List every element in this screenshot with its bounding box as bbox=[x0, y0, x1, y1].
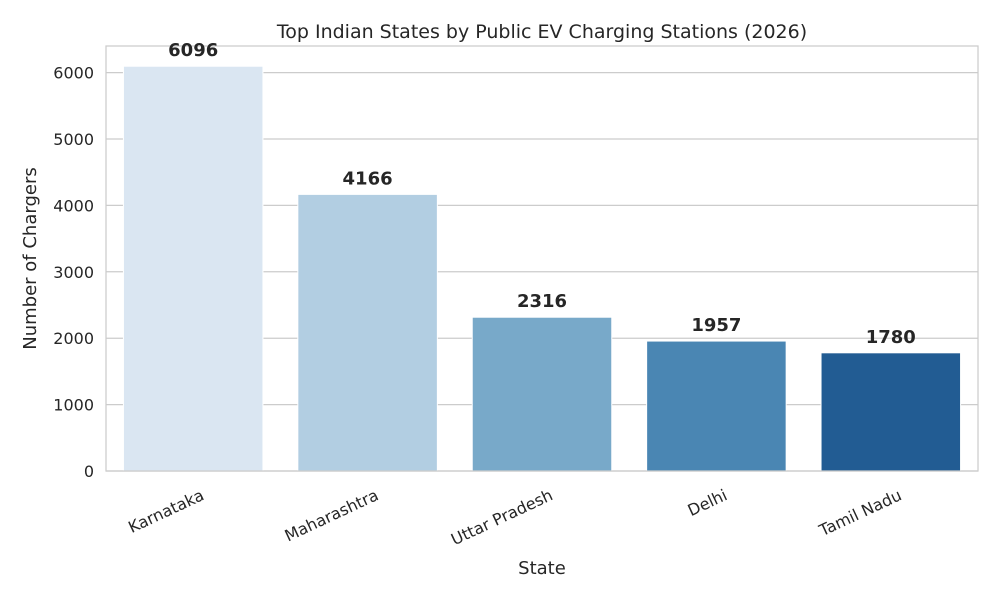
y-tick-label: 4000 bbox=[53, 196, 94, 215]
y-tick-label: 2000 bbox=[53, 329, 94, 348]
y-tick-label: 3000 bbox=[53, 263, 94, 282]
data-labels: 6096 4166 2316 1957 1780 bbox=[168, 40, 916, 348]
x-tick-label: Delhi bbox=[685, 485, 730, 520]
bar-delhi bbox=[646, 340, 787, 472]
plot-frame bbox=[105, 45, 979, 472]
x-tick-label: Maharashtra bbox=[282, 485, 382, 545]
x-axis-title: State bbox=[518, 558, 566, 579]
x-tick-label: Uttar Pradesh bbox=[448, 485, 556, 549]
bar-uttar-pradesh bbox=[471, 316, 613, 472]
y-tick-label: 0 bbox=[84, 462, 94, 481]
data-label: 1780 bbox=[866, 327, 916, 348]
data-label: 4166 bbox=[343, 168, 393, 189]
bar-layer bbox=[122, 65, 962, 472]
data-label: 6096 bbox=[168, 40, 218, 61]
y-tick-label: 5000 bbox=[53, 130, 94, 149]
y-tick-labels: 0 1000 2000 3000 4000 5000 6000 bbox=[53, 64, 94, 481]
x-tick-labels: Karnataka Maharashtra Uttar Pradesh Delhi Ta… bbox=[125, 485, 904, 549]
bar-tamil-nadu bbox=[820, 352, 962, 472]
chart-title: Top Indian States by Public EV Charging … bbox=[276, 21, 807, 43]
y-tick-label: 1000 bbox=[53, 396, 94, 415]
data-label: 2316 bbox=[517, 291, 567, 312]
bar-maharashtra bbox=[297, 193, 438, 472]
y-tick-label: 6000 bbox=[53, 64, 94, 83]
y-axis-title: Number of Chargers bbox=[20, 167, 41, 349]
x-tick-label: Karnataka bbox=[125, 485, 207, 537]
x-tick-label: Tamil Nadu bbox=[815, 485, 904, 540]
bar-karnataka bbox=[122, 65, 264, 472]
data-label: 1957 bbox=[691, 315, 741, 336]
